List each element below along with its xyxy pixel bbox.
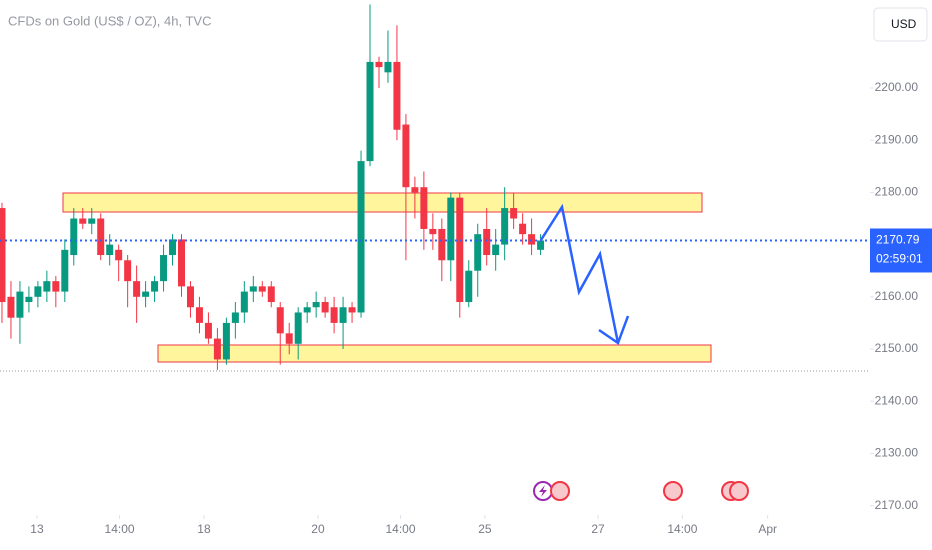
candle-body xyxy=(411,187,419,193)
us-event-icon xyxy=(663,481,683,501)
last-price-label: 2170.79 xyxy=(876,233,920,247)
x-tick-label: 13 xyxy=(30,522,44,536)
candle-body xyxy=(133,281,141,297)
candle-body xyxy=(294,312,302,344)
support-zone xyxy=(157,344,712,363)
candle-body xyxy=(0,208,6,303)
us-event-icon xyxy=(550,481,570,501)
x-tick-label: 27 xyxy=(591,522,605,536)
candle-body xyxy=(312,302,320,308)
candle-body xyxy=(375,61,383,68)
candle-body xyxy=(267,286,275,303)
candle-body xyxy=(501,208,509,245)
candle-body xyxy=(7,296,15,318)
y-tick-label: 2180.00 xyxy=(875,185,919,199)
x-tick-label: Apr xyxy=(758,522,777,536)
candle-body xyxy=(88,218,96,224)
candle-body xyxy=(438,228,446,261)
candle-body xyxy=(321,302,329,313)
x-tick-label: 18 xyxy=(197,522,211,536)
candle-body xyxy=(160,255,168,282)
candle-body xyxy=(61,249,69,292)
candle-body xyxy=(465,270,473,303)
y-tick-label: 2150.00 xyxy=(875,341,919,355)
candle-body xyxy=(537,240,545,250)
candle-body xyxy=(16,291,24,318)
y-tick-label: 2170.00 xyxy=(875,498,919,512)
us-event-icon xyxy=(729,481,749,501)
candle-body xyxy=(97,218,105,256)
candle-body xyxy=(169,239,177,256)
candle-body xyxy=(303,307,311,313)
currency-button[interactable] xyxy=(873,7,928,42)
candle-body xyxy=(339,307,347,323)
candle-body xyxy=(492,244,500,256)
candle-body xyxy=(34,286,42,297)
candle-body xyxy=(124,260,132,282)
candle-body xyxy=(195,307,203,323)
y-tick-label: 2140.00 xyxy=(875,393,919,407)
projection-arrow xyxy=(539,203,620,344)
y-tick-label: 2160.00 xyxy=(875,289,919,303)
last-price-box xyxy=(870,228,932,273)
candle-body xyxy=(204,322,212,339)
candle-body xyxy=(240,291,248,313)
candle-body xyxy=(115,249,123,261)
candle-body xyxy=(231,312,239,323)
y-tick-label: 2130.00 xyxy=(875,446,919,460)
candle-body xyxy=(483,228,491,256)
candle-body xyxy=(393,61,401,130)
candle-body xyxy=(106,244,114,256)
candle-body xyxy=(178,239,186,287)
candle-body xyxy=(348,307,356,313)
candle-body xyxy=(429,228,437,235)
chart-title: CFDs on Gold (US$ / OZ), 4h, TVC xyxy=(8,13,211,28)
candle-body xyxy=(330,307,338,323)
x-tick-label: 14:00 xyxy=(105,522,135,536)
candle-body xyxy=(222,322,230,360)
candle-body xyxy=(142,291,150,297)
candle-body xyxy=(519,223,527,235)
candle-body xyxy=(186,286,194,308)
candle-body xyxy=(528,234,536,245)
candle-body xyxy=(357,161,365,313)
currency-label: USD xyxy=(891,17,917,31)
flash-icon xyxy=(539,485,547,497)
candle-body xyxy=(43,281,51,292)
candle-body xyxy=(249,286,257,292)
candle-body xyxy=(420,187,428,229)
candle-body xyxy=(25,296,33,303)
resistance-zone xyxy=(62,192,703,213)
candle-body xyxy=(79,218,87,224)
candle-body xyxy=(70,218,78,256)
candle-body xyxy=(384,61,392,73)
x-tick-label: 14:00 xyxy=(667,522,697,536)
candle-body xyxy=(151,281,159,292)
y-tick-label: 2190.00 xyxy=(875,132,919,146)
candle-body xyxy=(510,208,518,219)
countdown-label: 02:59:01 xyxy=(876,252,923,266)
candle-body xyxy=(285,333,293,344)
x-tick-label: 20 xyxy=(311,522,325,536)
candle-body xyxy=(402,124,410,188)
candle-body xyxy=(276,307,284,334)
arrow-head xyxy=(598,315,630,345)
candle-body xyxy=(213,338,221,360)
x-tick-label: 25 xyxy=(478,522,492,536)
x-tick-label: 14:00 xyxy=(386,522,416,536)
candle-body xyxy=(258,286,266,292)
event-icons xyxy=(533,481,749,501)
candle-body xyxy=(456,197,464,303)
y-tick-label: 2200.00 xyxy=(875,80,919,94)
candle-body xyxy=(474,234,482,271)
candle-body xyxy=(366,61,374,162)
candles xyxy=(0,4,545,370)
candle-body xyxy=(52,281,60,292)
candle-body xyxy=(447,197,455,261)
